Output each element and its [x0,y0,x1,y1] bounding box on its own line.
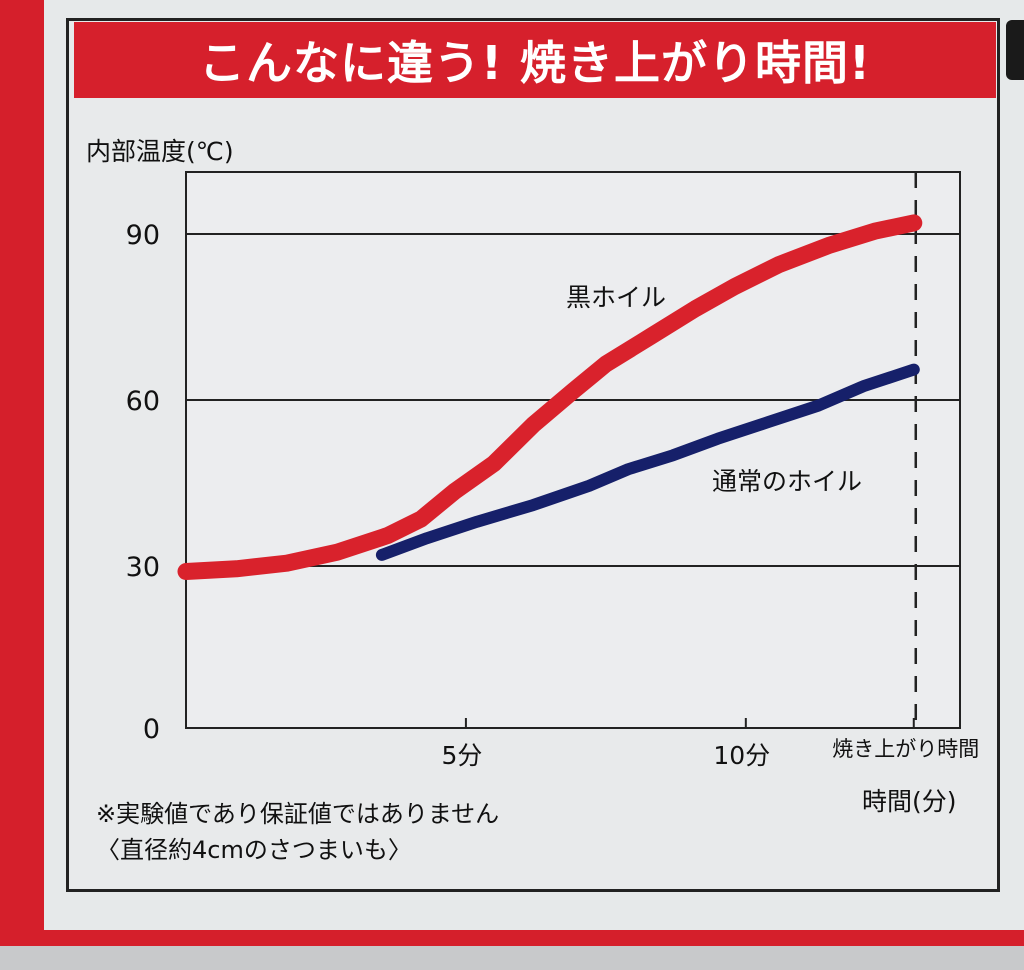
series-label-black-foil: 黒ホイル [566,283,666,312]
y-tick-label: 90 [126,220,160,251]
x-tick-label: 10分 [713,741,770,770]
y-axis-label: 内部温度(℃) [86,137,234,166]
sample-note: 〈直径約4cmのさつまいも〉 [96,836,412,864]
disclaimer-note: ※実験値であり保証値ではありません [96,800,500,828]
package-shadow [0,946,1024,970]
series-line-normal-foil [375,363,920,561]
y-tick-label: 0 [143,714,160,745]
x-axis-label: 時間(分) [862,787,957,816]
red-package-edge-left [0,0,44,970]
series-label-normal-foil: 通常のホイル [712,467,862,496]
y-tick-label: 60 [126,386,160,417]
y-tick-label: 30 [126,552,160,583]
plot-area [185,171,961,729]
x-tick-label: 焼き上がり時間 [832,737,979,761]
series-line-black-foil [177,214,923,580]
x-tick-label: 5分 [441,741,482,770]
chart-title: こんなに違う! 焼き上がり時間! [74,22,996,98]
package-corner [1006,20,1024,80]
